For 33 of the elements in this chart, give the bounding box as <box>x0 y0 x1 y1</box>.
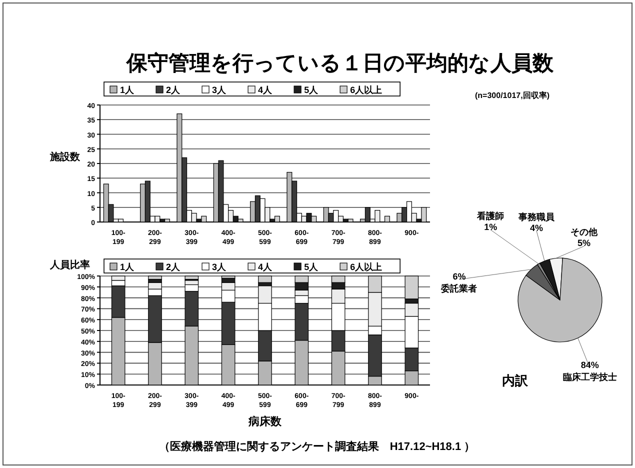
y-axis-title: 施設数 <box>49 151 81 163</box>
data-label: 6% <box>452 271 466 282</box>
bar <box>404 276 419 300</box>
slice-label: 委託業者 <box>440 283 478 294</box>
data-label: 84% <box>580 360 599 370</box>
legend-label: 5人 <box>304 262 320 272</box>
data-label: 4% <box>530 222 544 233</box>
text: (n=300/1017,回収率) <box>475 90 550 100</box>
text: 内訳 <box>502 373 529 388</box>
legend-label: 6人以上 <box>350 85 382 95</box>
slice-label: 事務職員 <box>518 212 556 222</box>
bar <box>258 276 272 283</box>
slice-label: その他 <box>570 227 599 238</box>
legend-label: 1人 <box>120 85 136 95</box>
text: （医療機器管理に関するアンケート調査結果 H17.12~H18.1 ） <box>158 440 476 453</box>
y-axis-title: 人員比率 <box>49 259 90 271</box>
legend-label: 3人 <box>212 262 228 272</box>
bar <box>148 276 162 280</box>
data-label: 5% <box>578 238 591 248</box>
legend-label: 1人 <box>120 262 136 272</box>
legend-label: 5人 <box>304 85 320 95</box>
slice-label: 看護師 <box>476 210 504 221</box>
legend-label: 6人以上 <box>350 262 382 272</box>
legend-label: 4人 <box>258 262 274 272</box>
legend-label: 2人 <box>166 262 182 272</box>
legend-label: 2人 <box>166 85 182 95</box>
data-label: 1% <box>484 222 498 232</box>
chart-title: 保守管理を行っている１日の平均的な人員数 <box>126 51 554 75</box>
legend-label: 3人 <box>212 85 228 95</box>
legend-label: 4人 <box>258 85 274 95</box>
x-axis-title: 病床数 <box>248 415 282 428</box>
pie-slice <box>518 258 602 342</box>
slice-label: 臨床工学技士 <box>562 372 617 382</box>
